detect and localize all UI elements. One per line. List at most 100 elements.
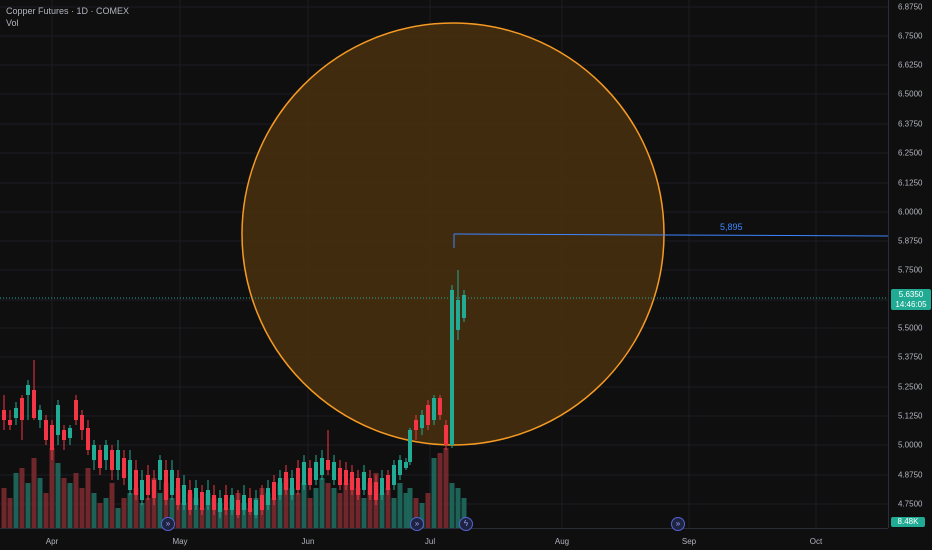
events-icon[interactable]: » (410, 517, 424, 531)
candle-body (194, 488, 198, 505)
volume-bar (367, 483, 373, 528)
volume-bar (391, 498, 397, 528)
volume-bar (7, 498, 13, 528)
volume-bar (79, 488, 85, 528)
candle-body (116, 450, 120, 470)
price-tick-label: 5.8750 (898, 236, 923, 246)
price-tick-label: 6.3750 (898, 119, 923, 129)
candle-body (38, 410, 42, 420)
candle-body (218, 498, 222, 512)
volume-bar (97, 503, 103, 528)
candle-body (398, 460, 402, 475)
volume-bar (247, 508, 253, 528)
volume-bar (139, 503, 145, 528)
symbol-title[interactable]: Copper Futures · 1D · COMEX (6, 6, 130, 16)
candle-body (182, 485, 186, 505)
candle-body (80, 415, 84, 430)
events-icon[interactable]: » (161, 517, 175, 531)
volume-bar (133, 488, 139, 528)
candle-body (338, 468, 342, 485)
candle-body (386, 475, 390, 490)
volume-bar (25, 483, 31, 528)
candle-body (224, 495, 228, 510)
volume-bar (265, 493, 271, 528)
volume-bar (437, 453, 443, 528)
candle-body (8, 420, 12, 425)
volume-bar (349, 478, 355, 528)
candle-body (462, 295, 466, 318)
candle-body (272, 482, 276, 500)
candle-body (414, 420, 418, 430)
volume-indicator-label[interactable]: Vol (6, 18, 19, 28)
volume-bar (325, 483, 331, 528)
candle-body (104, 445, 108, 460)
volume-bar (425, 493, 431, 528)
volume-bar (301, 483, 307, 528)
volume-bar (91, 493, 97, 528)
candle-body (110, 450, 114, 470)
candle-body (140, 480, 144, 500)
price-tick-label: 4.8750 (898, 470, 923, 480)
time-tick-label: Aug (554, 537, 570, 546)
volume-bar (385, 488, 391, 528)
volume-bar (277, 483, 283, 528)
candle-body (344, 470, 348, 485)
volume-bar (199, 508, 205, 528)
candle-body (74, 400, 78, 420)
volume-bar (361, 498, 367, 528)
volume-bar (13, 473, 19, 528)
price-tick-label: 5.2500 (898, 382, 923, 392)
candle-body (146, 475, 150, 495)
volume-bar (193, 498, 199, 528)
candle-body (362, 472, 366, 490)
volume-bar (85, 468, 91, 528)
candle-body (20, 398, 24, 420)
volume-bar (419, 503, 425, 528)
candle-body (284, 472, 288, 490)
time-tick-label: Apr (45, 537, 59, 546)
candle-body (266, 488, 270, 505)
candle-body (62, 430, 66, 440)
volume-bar (67, 483, 73, 528)
horizontal-line-label: 5,895 (720, 222, 743, 232)
volume-bar (43, 493, 49, 528)
price-tick-label: 6.2500 (898, 148, 923, 158)
candle-body (356, 478, 360, 495)
candlesticks (2, 270, 466, 518)
bar-countdown: 14:46:05 (895, 300, 927, 309)
volume-bar (461, 498, 467, 528)
events-icon[interactable]: » (671, 517, 685, 531)
candle-body (302, 462, 306, 485)
candle-body (98, 450, 102, 468)
price-tick-label: 5.0000 (898, 440, 923, 450)
volume-bar (205, 493, 211, 528)
candle-body (438, 398, 442, 415)
volume-bar (443, 448, 449, 528)
candle-body (420, 415, 424, 428)
price-tick-label: 5.7500 (898, 265, 923, 275)
volume-bar (283, 478, 289, 528)
volume-bar (181, 503, 187, 528)
time-axis[interactable]: Apr May Jun Jul Aug Sep Oct (0, 528, 888, 550)
volume-bar (403, 493, 409, 528)
volume-bar (449, 483, 455, 528)
candle-body (248, 498, 252, 512)
candle-body (320, 458, 324, 475)
volume-bar (145, 498, 151, 528)
candle-body (260, 495, 264, 510)
price-tick-label: 5.1250 (898, 411, 923, 421)
candle-body (122, 458, 126, 478)
candle-body (450, 290, 454, 445)
volume-bar (313, 488, 319, 528)
volume-bar (413, 498, 419, 528)
candle-body (408, 430, 412, 462)
horizontal-ray-drawing[interactable] (453, 233, 888, 237)
price-pane[interactable] (0, 0, 888, 528)
candle-body (14, 408, 18, 418)
price-axis[interactable]: 6.8750 6.7500 6.6250 6.5000 6.3750 6.2500 6.12… (888, 0, 932, 528)
candle-body (254, 500, 258, 515)
volume-bar (19, 468, 25, 528)
price-tick-label: 6.8750 (898, 2, 923, 12)
dividend-lightning-icon[interactable]: ϟ (459, 517, 473, 531)
